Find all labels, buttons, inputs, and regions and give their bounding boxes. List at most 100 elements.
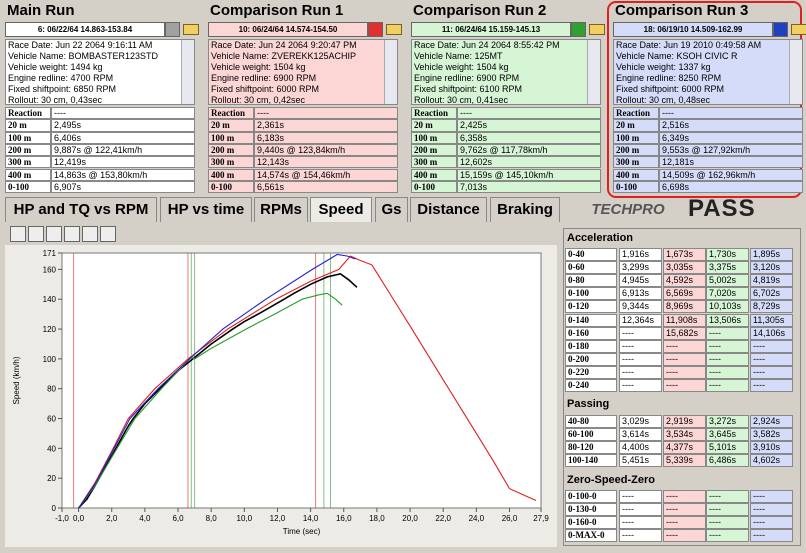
info-line: Vehicle Name: ZVEREKK125ACHIP: [211, 51, 357, 61]
info-line: Vehicle Name: BOMBASTER123STD: [8, 51, 159, 61]
speed-line: [78, 253, 356, 509]
run-selector[interactable]: 11: 06/24/64 15.159-145.13: [411, 22, 571, 37]
tab[interactable]: HP and TQ vs RPM: [5, 197, 157, 222]
result-label: 300 m: [208, 156, 254, 169]
info-line: Rollout: 30 cm, 0,41sec: [414, 95, 509, 105]
run-selector[interactable]: 18: 06/19/10 14.509-162.99: [613, 22, 773, 37]
info-line: Vehicle weight: 1337 kg: [616, 62, 711, 72]
stat-value: 15,682s: [663, 326, 706, 340]
tab[interactable]: Speed: [310, 197, 372, 222]
stat-value: ----: [750, 339, 793, 353]
stat-value: 9,344s: [619, 300, 662, 314]
stat-value: ----: [750, 365, 793, 379]
dropdown-arrow[interactable]: [165, 22, 180, 37]
result-value: 9,553s @ 127,92km/h: [659, 143, 803, 157]
info-line: Fixed shiftpoint: 6100 RPM: [414, 84, 523, 94]
result-value: 6,561s: [254, 180, 398, 194]
toolbar-button[interactable]: [10, 226, 26, 242]
result-value: ----: [51, 107, 195, 120]
info-box: Race Date: Jun 22 2064 9:16:11 AM Vehicle…: [5, 39, 195, 105]
run-selector[interactable]: 6: 06/22/64 14.863-153.84: [5, 22, 165, 37]
result-label: 400 m: [5, 168, 51, 181]
info-line: Engine redline: 4700 RPM: [8, 73, 114, 83]
folder-icon[interactable]: [183, 24, 199, 35]
stat-value: ----: [750, 490, 793, 504]
toolbar-button[interactable]: [82, 226, 98, 242]
stat-value: ----: [663, 365, 706, 379]
dropdown-arrow[interactable]: [773, 22, 788, 37]
x-tick-label: 18,0: [369, 514, 385, 523]
result-value: 2,516s: [659, 119, 803, 132]
dropdown-arrow[interactable]: [368, 22, 383, 37]
result-value: 6,907s: [51, 180, 195, 194]
info-line: Race Date: Jun 22 2064 9:16:11 AM: [8, 40, 153, 50]
tab[interactable]: Gs: [375, 197, 408, 222]
x-tick-label: 16,0: [336, 514, 352, 523]
stat-label: 0-100-0: [565, 490, 617, 504]
result-value: 9,440s @ 123,84km/h: [254, 143, 398, 157]
tab[interactable]: HP vs time: [160, 197, 252, 222]
result-label: 100 m: [5, 131, 51, 144]
stat-value: 3,029s: [619, 415, 662, 429]
info-line: Rollout: 30 cm, 0,43sec: [8, 95, 103, 105]
stat-value: ----: [663, 339, 706, 353]
stat-value: ----: [619, 503, 662, 517]
plot-area: [61, 252, 542, 509]
info-line: Fixed shiftpoint: 6000 RPM: [211, 84, 320, 94]
stat-label: 0-MAX-0: [565, 529, 617, 543]
stat-value: 6,913s: [619, 287, 662, 301]
stat-label: 0-140: [565, 313, 617, 327]
result-value: 12,602s: [457, 156, 601, 169]
speed-line: [78, 255, 537, 509]
scrollbar[interactable]: [181, 40, 194, 104]
result-label: 300 m: [5, 156, 51, 169]
folder-icon[interactable]: [589, 24, 605, 35]
stat-value: 2,919s: [663, 415, 706, 429]
result-label: 200 m: [5, 143, 51, 157]
stat-label: 0-80: [565, 274, 617, 288]
stat-value: ----: [706, 365, 749, 379]
result-label: 100 m: [411, 131, 457, 144]
toolbar-button[interactable]: [46, 226, 62, 242]
toolbar-button[interactable]: [28, 226, 44, 242]
x-tick-label: 6,0: [172, 514, 184, 523]
dropdown-arrow[interactable]: [571, 22, 586, 37]
stat-value: 12,364s: [619, 313, 662, 327]
stat-label: 60-100: [565, 428, 617, 442]
scrollbar[interactable]: [384, 40, 397, 104]
info-line: Vehicle weight: 1504 kg: [211, 62, 306, 72]
speed-chart: 0 20 40 60 80 100 120 140 160 171 -1,0 0,0 2,0 4,0 6,0…: [5, 245, 557, 547]
result-value: 9,762s @ 117,78km/h: [457, 143, 601, 157]
toolbar-button[interactable]: [64, 226, 80, 242]
stat-label: 40-80: [565, 415, 617, 429]
result-value: 7,013s: [457, 180, 601, 194]
x-tick-label: 26,0: [502, 514, 518, 523]
stat-value: 11,305s: [750, 313, 793, 327]
tab[interactable]: RPMs: [254, 197, 308, 222]
stat-value: ----: [750, 352, 793, 366]
tab[interactable]: Braking: [490, 197, 560, 222]
scrollbar[interactable]: [789, 40, 802, 104]
run-title: Main Run: [7, 2, 75, 19]
folder-icon[interactable]: [386, 24, 402, 35]
info-line: Vehicle weight: 1504 kg: [414, 62, 509, 72]
run-selector[interactable]: 10: 06/24/64 14.574-154.50: [208, 22, 368, 37]
scrollbar[interactable]: [587, 40, 600, 104]
result-value: 6,406s: [51, 131, 195, 144]
tab[interactable]: Distance: [410, 197, 487, 222]
stat-value: 2,924s: [750, 415, 793, 429]
stat-value: 1,916s: [619, 248, 662, 262]
result-label: Reaction: [411, 107, 457, 120]
stat-value: 5,451s: [619, 454, 662, 468]
info-line: Rollout: 30 cm, 0,48sec: [616, 95, 711, 105]
stat-value: 3,375s: [706, 261, 749, 275]
result-label: 400 m: [411, 168, 457, 181]
folder-icon[interactable]: [791, 24, 806, 35]
result-value: 6,183s: [254, 131, 398, 144]
toolbar-button[interactable]: [100, 226, 116, 242]
result-value: 12,181s: [659, 156, 803, 169]
stat-value: ----: [750, 503, 793, 517]
stat-value: ----: [706, 379, 749, 393]
stat-value: ----: [750, 516, 793, 530]
x-tick-label: 0,0: [73, 514, 85, 523]
